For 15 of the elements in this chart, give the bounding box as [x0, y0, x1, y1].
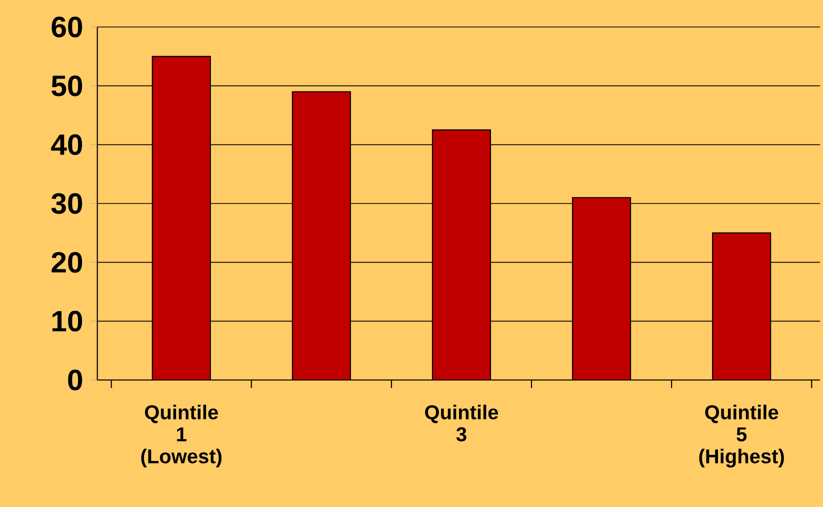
y-tick-label: 30 — [51, 193, 82, 214]
bar — [152, 56, 210, 380]
bar — [712, 232, 772, 380]
x-tick-label: Quintile 3 — [425, 404, 498, 442]
bar — [432, 130, 490, 380]
x-tick-label: Quintile 5 (Highest) — [699, 404, 784, 468]
x-tick-label: Quintile 1 (Lowest) — [141, 404, 222, 468]
y-tick-label: 50 — [52, 75, 82, 96]
y-tick-label: 10 — [52, 310, 82, 332]
y-tick-label: 40 — [51, 134, 82, 156]
bar — [292, 92, 350, 380]
y-tick-label: 0 — [68, 370, 82, 390]
y-tick-label: 20 — [52, 252, 82, 273]
y-tick-label: 60 — [52, 16, 82, 38]
bar — [572, 198, 631, 380]
